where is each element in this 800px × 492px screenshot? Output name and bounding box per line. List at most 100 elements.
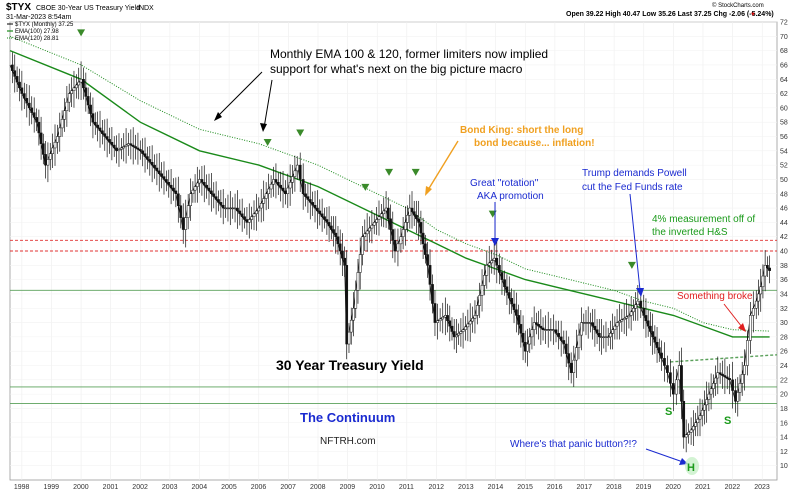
candle-body [485,265,489,276]
candle-body [455,334,458,338]
candle-body [589,322,592,324]
candle-body [117,149,121,152]
candle-body [714,377,717,384]
candle-body [212,193,216,197]
nftrh-label: NFTRH.com [320,436,376,447]
candle-body [174,190,178,194]
candle-body [243,216,246,220]
candle-body [22,93,26,99]
candle-body [544,329,547,331]
candle-body [391,229,395,241]
x-tick-label: 2005 [221,484,237,491]
candle-body [564,343,568,354]
trump-arrow-head [636,288,644,297]
something-broke: Something broke [677,291,753,302]
candle-body [56,136,59,143]
candle-body [11,64,14,71]
yield-title: 30 Year Treasury Yield [276,357,424,373]
y-tick-label: 28 [780,334,788,341]
candle-body [138,149,142,152]
y-tick-label: 70 [780,34,788,41]
candle-body [214,196,218,200]
candle-body [53,141,57,149]
candle-body [761,275,765,288]
candle-body [318,210,322,215]
candle-body [684,434,688,438]
candle-body [35,117,39,123]
x-tick-label: 2019 [636,484,652,491]
x-tick-label: 2007 [280,484,296,491]
ema-annotation-line1: Monthly EMA 100 & 120, former limiters n… [270,47,548,61]
ohlc-readout: Open 39.22 High 40.47 Low 35.26 Last 37.… [566,11,774,18]
panic-label: Where's that panic button?!? [510,439,637,450]
candle-body [606,336,610,338]
candle-body [91,113,95,123]
candle-body [423,243,427,255]
y-tick-label: 30 [780,320,788,327]
candle-body [141,150,145,154]
candle-body [483,275,486,286]
candle-body [412,211,416,216]
continuum-label: The Continuum [300,410,395,425]
candle-body [291,176,294,183]
candle-body [554,329,558,334]
candle-body [457,333,461,336]
candle-body [48,153,52,160]
candle-body [586,322,590,324]
y-tick-label: 60 [780,105,788,112]
x-tick-label: 1999 [43,484,59,491]
candle-body [202,182,206,186]
candle-body [541,327,545,330]
candle-body [689,429,693,433]
candle-body [478,295,482,306]
candle-body [363,233,367,237]
candle-body [615,322,619,327]
candle-body [441,316,445,320]
ema-arrow-2-head [260,123,267,132]
candle-body [343,257,346,266]
candle-body [269,183,273,190]
candle-body [687,432,691,435]
candle-body [480,285,484,296]
candle-body [452,331,456,338]
x-tick-label: 2015 [517,484,533,491]
candle-body [751,308,755,316]
candle-body [459,331,463,334]
bond-king-line1: Bond King: short the long [460,125,583,136]
candle-body [286,187,290,194]
candle-body [231,207,235,210]
candle-body [20,87,24,94]
candle-body [72,87,76,91]
candle-body [274,179,278,183]
y-tick-label: 14 [780,435,788,442]
candle-body [320,213,324,217]
candle-body [572,359,576,373]
candle-body [134,146,137,149]
ema-arrow-1 [215,71,263,119]
y-tick-label: 20 [780,392,788,399]
candle-body [721,373,724,376]
candle-body [766,265,769,269]
candle-body [530,329,534,338]
y-tick-label: 12 [780,449,788,456]
x-tick-label: 2009 [340,484,356,491]
candle-body [224,207,227,210]
x-tick-label: 2014 [488,484,504,491]
candle-body [332,229,335,234]
y-tick-label: 36 [780,277,788,284]
x-tick-label: 2022 [725,484,741,491]
candle-body [272,179,275,185]
x-tick-label: 2003 [162,484,178,491]
bond-king-line2: bond because... inflation! [474,138,595,149]
measure-line2: the inverted H&S [652,227,728,238]
rotation-line1: Great "rotation" [470,178,539,189]
candle-body [306,196,310,200]
y-tick-label: 56 [780,134,788,141]
y-tick-label: 16 [780,420,788,427]
candle-body [228,207,232,210]
candle-body [471,318,474,322]
candle-body [267,188,270,195]
x-tick-label: 2008 [310,484,326,491]
x-tick-label: 2012 [428,484,444,491]
bond-king-arrow [427,140,459,191]
